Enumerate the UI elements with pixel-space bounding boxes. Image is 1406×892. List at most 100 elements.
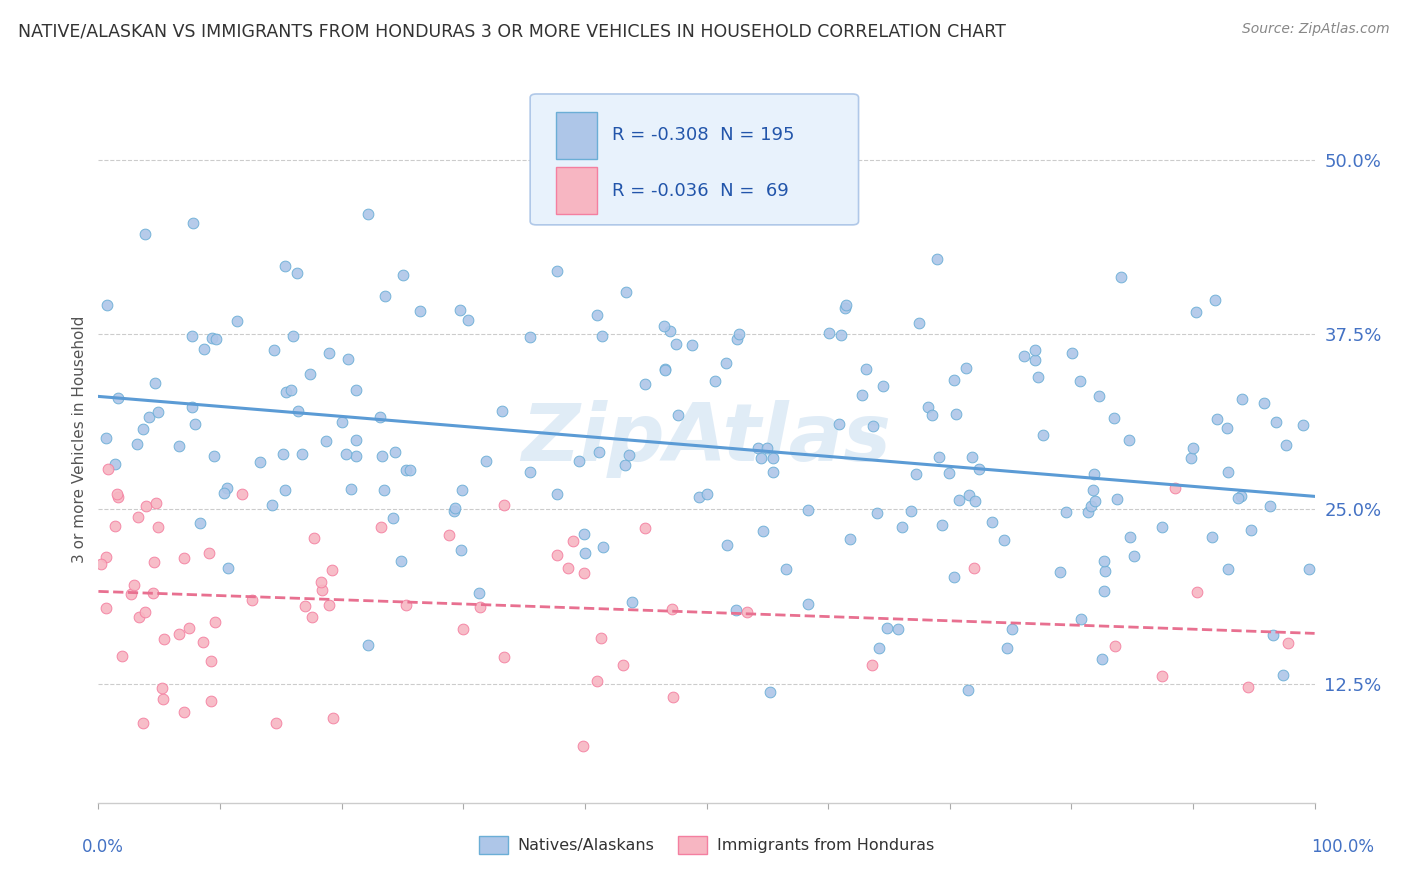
Point <box>588 445 610 459</box>
Point <box>688 491 710 505</box>
Point <box>191 634 214 648</box>
Point <box>318 598 340 612</box>
Point <box>204 615 226 630</box>
Point <box>938 466 960 480</box>
Point <box>574 526 596 541</box>
FancyBboxPatch shape <box>555 112 598 159</box>
Point <box>681 338 703 352</box>
Point <box>1092 554 1115 568</box>
Point <box>1182 441 1205 455</box>
Point <box>546 263 568 277</box>
Point <box>467 585 489 599</box>
Point <box>1001 622 1024 636</box>
Point <box>337 352 360 367</box>
Point <box>591 328 613 343</box>
Point <box>1087 389 1109 403</box>
Point <box>1094 564 1116 578</box>
Point <box>384 445 406 459</box>
Point <box>188 516 211 530</box>
Point <box>1083 467 1105 481</box>
Point <box>1032 427 1054 442</box>
Point <box>344 384 367 398</box>
Point <box>152 691 174 706</box>
Point <box>759 685 782 699</box>
Point <box>134 499 156 513</box>
Point <box>309 574 332 589</box>
Point <box>264 716 287 731</box>
Point <box>150 681 173 696</box>
Point <box>796 503 818 517</box>
Point <box>696 487 718 501</box>
Point <box>134 605 156 619</box>
Text: R = -0.308  N = 195: R = -0.308 N = 195 <box>612 127 794 145</box>
Point <box>1230 392 1253 406</box>
Point <box>661 602 683 616</box>
Point <box>1216 421 1239 435</box>
Point <box>797 597 820 611</box>
Point <box>633 376 655 391</box>
Point <box>143 555 166 569</box>
Point <box>132 715 155 730</box>
Point <box>519 465 541 479</box>
Point <box>735 605 758 619</box>
Point <box>887 622 910 636</box>
Point <box>193 343 215 357</box>
Point <box>370 520 392 534</box>
Point <box>122 578 145 592</box>
Point <box>868 640 890 655</box>
FancyBboxPatch shape <box>530 94 859 225</box>
Point <box>443 504 465 518</box>
Point <box>107 391 129 405</box>
Point <box>1049 565 1071 579</box>
Point <box>574 566 596 580</box>
Point <box>1184 305 1206 319</box>
Point <box>1026 370 1049 384</box>
Point <box>589 631 612 645</box>
Point <box>666 408 689 422</box>
Point <box>180 400 202 414</box>
Point <box>1265 415 1288 429</box>
Point <box>491 404 513 418</box>
Point <box>725 332 748 346</box>
Point <box>94 600 117 615</box>
Point <box>125 437 148 451</box>
Point <box>872 379 894 393</box>
Point <box>716 538 738 552</box>
Point <box>905 467 928 482</box>
Point <box>945 407 967 421</box>
Point <box>980 515 1002 529</box>
Point <box>860 657 883 672</box>
Point <box>304 532 326 546</box>
Point <box>142 585 165 599</box>
Point <box>492 649 515 664</box>
Point <box>1104 639 1126 653</box>
Point <box>716 356 738 370</box>
Point <box>181 329 204 343</box>
Point <box>1122 549 1144 563</box>
Point <box>399 463 422 477</box>
Point <box>231 487 253 501</box>
Point <box>1152 519 1174 533</box>
Point <box>276 385 298 400</box>
Point <box>747 441 769 455</box>
Point <box>395 462 418 476</box>
Point <box>340 483 363 497</box>
Point <box>948 492 970 507</box>
Legend: Natives/Alaskans, Immigrants from Honduras: Natives/Alaskans, Immigrants from Hondur… <box>472 830 941 860</box>
Point <box>907 316 929 330</box>
Point <box>900 504 922 518</box>
Point <box>1119 530 1142 544</box>
Point <box>1226 491 1249 506</box>
FancyBboxPatch shape <box>555 167 598 214</box>
Point <box>1084 493 1107 508</box>
Point <box>942 570 965 584</box>
Point <box>368 409 391 424</box>
Point <box>273 483 295 497</box>
Point <box>1229 489 1251 503</box>
Point <box>571 739 593 753</box>
Point <box>613 458 636 472</box>
Point <box>917 401 939 415</box>
Point <box>574 546 596 560</box>
Point <box>226 313 249 327</box>
Point <box>876 621 898 635</box>
